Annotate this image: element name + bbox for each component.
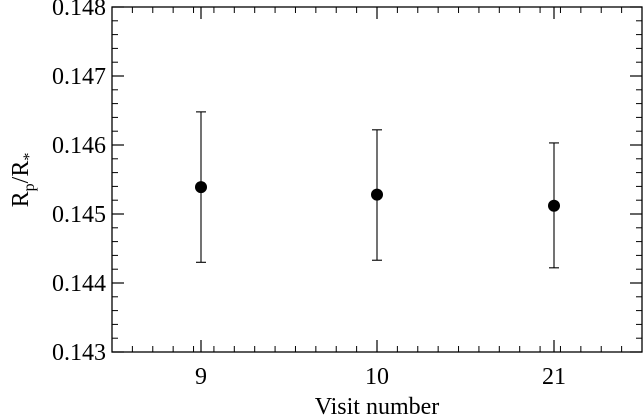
y-tick-label: 0.147 xyxy=(52,64,106,90)
y-axis-label: Rp/R* xyxy=(8,153,38,208)
y-tick-label: 0.143 xyxy=(52,340,106,366)
y-tick-label: 0.148 xyxy=(52,0,106,21)
x-axis-label: Visit number xyxy=(315,394,440,418)
y-tick-labels: 0.143 0.144 0.145 0.146 0.147 0.148 xyxy=(52,0,106,366)
y-axis-label-slash: /R xyxy=(8,161,34,184)
y-axis-label-main: R xyxy=(8,191,34,207)
y-tick-label: 0.145 xyxy=(52,202,106,228)
data-point xyxy=(548,199,560,212)
y-axis-label-sub-star: * xyxy=(21,153,38,161)
x-tick-label: 9 xyxy=(195,364,207,390)
x-tick-labels: 9 10 21 xyxy=(195,364,566,390)
y-tick-label: 0.146 xyxy=(52,133,106,159)
axis-ticks xyxy=(112,6,642,353)
data-point xyxy=(195,181,207,194)
svg-text:Rp/R*: Rp/R* xyxy=(8,153,38,208)
y-tick-label: 0.144 xyxy=(52,271,106,297)
data-points xyxy=(195,181,560,212)
x-tick-label: 10 xyxy=(365,364,389,390)
x-tick-label: 21 xyxy=(542,364,566,390)
data-point xyxy=(371,188,383,201)
y-axis-label-sub-p: p xyxy=(21,183,38,191)
